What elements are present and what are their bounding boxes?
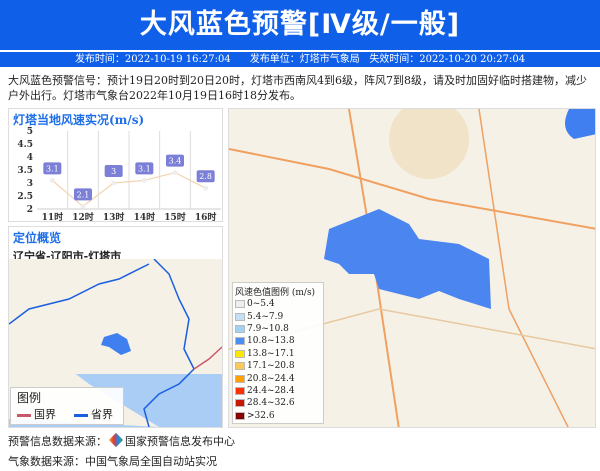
x-tick-label: 15时 (164, 211, 186, 221)
color-swatch (235, 349, 245, 358)
data-label: 3 (111, 167, 116, 176)
color-swatch (235, 399, 245, 408)
wind-speed-chart: 2 2.5 3 3.5 4 4.5 5 11时 12时 13时 14时 15时 16时 3.1 2.1 3 3.… (17, 127, 221, 221)
warning-area-small (101, 333, 131, 355)
weather-source: 气象数据来源：中国气象局全国自动站实况 (8, 455, 217, 468)
wind-legend-item: 17.1~20.8 (235, 360, 321, 372)
wind-line (51, 171, 206, 208)
color-swatch (235, 337, 245, 346)
province-border (9, 263, 150, 325)
wind-legend-item: 28.4~32.6 (235, 397, 321, 409)
data-label-bg (135, 162, 154, 175)
x-tick-label: 12时 (72, 211, 94, 221)
warning-source: 预警信息数据来源： 国家预警信息发布中心 (8, 432, 235, 449)
x-tick-label: 14时 (134, 211, 156, 221)
issuer: 发布单位：灯塔市气象局 (249, 54, 360, 65)
color-swatch (235, 300, 245, 309)
data-point (111, 180, 117, 186)
map-legend-title: 图例 (17, 391, 42, 405)
wind-legend-item: 7.9~10.8 (235, 323, 321, 335)
data-label-bg (43, 162, 62, 175)
y-tick-label: 4 (27, 153, 33, 163)
y-tick-label: 3 (27, 179, 33, 189)
national-border (193, 346, 222, 370)
map-legend: 图例 国界 省界 (10, 387, 124, 425)
data-label-bg (74, 188, 92, 201)
expire-time: 失效时间：2022-10-20 20:27:04 (369, 54, 526, 65)
wind-legend-item: 20.8~24.4 (235, 372, 321, 384)
data-point (80, 203, 86, 209)
color-swatch (235, 386, 245, 395)
data-label-bg (166, 154, 184, 167)
x-tick-label: 11时 (42, 211, 64, 221)
data-point (172, 170, 178, 176)
y-tick-label: 2.5 (17, 192, 33, 202)
color-swatch (235, 362, 245, 371)
legend-province-border: 省界 (74, 406, 113, 422)
color-swatch (235, 324, 245, 333)
data-label-bg (104, 165, 123, 177)
data-label: 2.8 (199, 172, 212, 181)
data-label: 3.1 (138, 164, 151, 173)
warning-center-link[interactable]: 国家预警信息发布中心 (125, 435, 235, 448)
data-label: 3.4 (169, 157, 182, 166)
wind-color-legend: 风速色值图例 (m/s) 0~5.4 5.4~7.9 7.9~10.8 10.8~13… (232, 282, 324, 424)
x-tick-label: 16时 (195, 211, 217, 221)
data-point (141, 177, 147, 183)
wind-legend-item: 0~5.4 (235, 298, 321, 310)
color-swatch (235, 312, 245, 321)
y-tick-label: 4.5 (17, 140, 33, 150)
data-point (203, 185, 209, 191)
wind-legend-item: 5.4~7.9 (235, 310, 321, 322)
warning-center-logo-icon (108, 432, 124, 448)
data-label-bg (196, 170, 215, 183)
color-swatch (235, 374, 245, 383)
y-tick-label: 3.5 (17, 166, 33, 176)
issue-time: 发布时间：2022-10-19 16:27:04 (74, 54, 231, 65)
color-swatch (235, 411, 245, 420)
warning-area (324, 209, 491, 309)
page-title: 大风蓝色预警[Ⅳ级/一般] (0, 0, 600, 50)
wind-legend-title: 风速色值图例 (m/s) (235, 288, 316, 298)
legend-national-border: 国界 (17, 406, 56, 422)
data-label: 2.1 (77, 190, 90, 199)
warning-description: 大风蓝色预警信号：预计19日20时到20日20时，灯塔市西南风4到6级，阵风7到… (8, 74, 587, 102)
data-label: 3.1 (46, 164, 59, 173)
x-tick-label: 13时 (103, 211, 125, 221)
wind-chart-panel: 灯塔当地风速实况(m/s) 2 2.5 3 3.5 4 4.5 5 11时 12时 13时 14时 1… (8, 108, 223, 222)
wind-legend-item: 10.8~13.8 (235, 335, 321, 347)
wind-legend-item: 24.4~28.4 (235, 385, 321, 397)
wind-legend-item: 13.8~17.1 (235, 348, 321, 360)
data-point (49, 177, 55, 183)
wind-legend-item: >32.6 (235, 410, 321, 422)
location-title: 定位概览 (13, 231, 62, 245)
meta-bar: 发布时间：2022-10-19 16:27:04 发布单位：灯塔市气象局 失效时… (0, 52, 600, 67)
y-tick-label: 5 (27, 127, 33, 137)
chart-title: 灯塔当地风速实况(m/s) (13, 113, 145, 127)
y-tick-label: 2 (27, 205, 33, 215)
